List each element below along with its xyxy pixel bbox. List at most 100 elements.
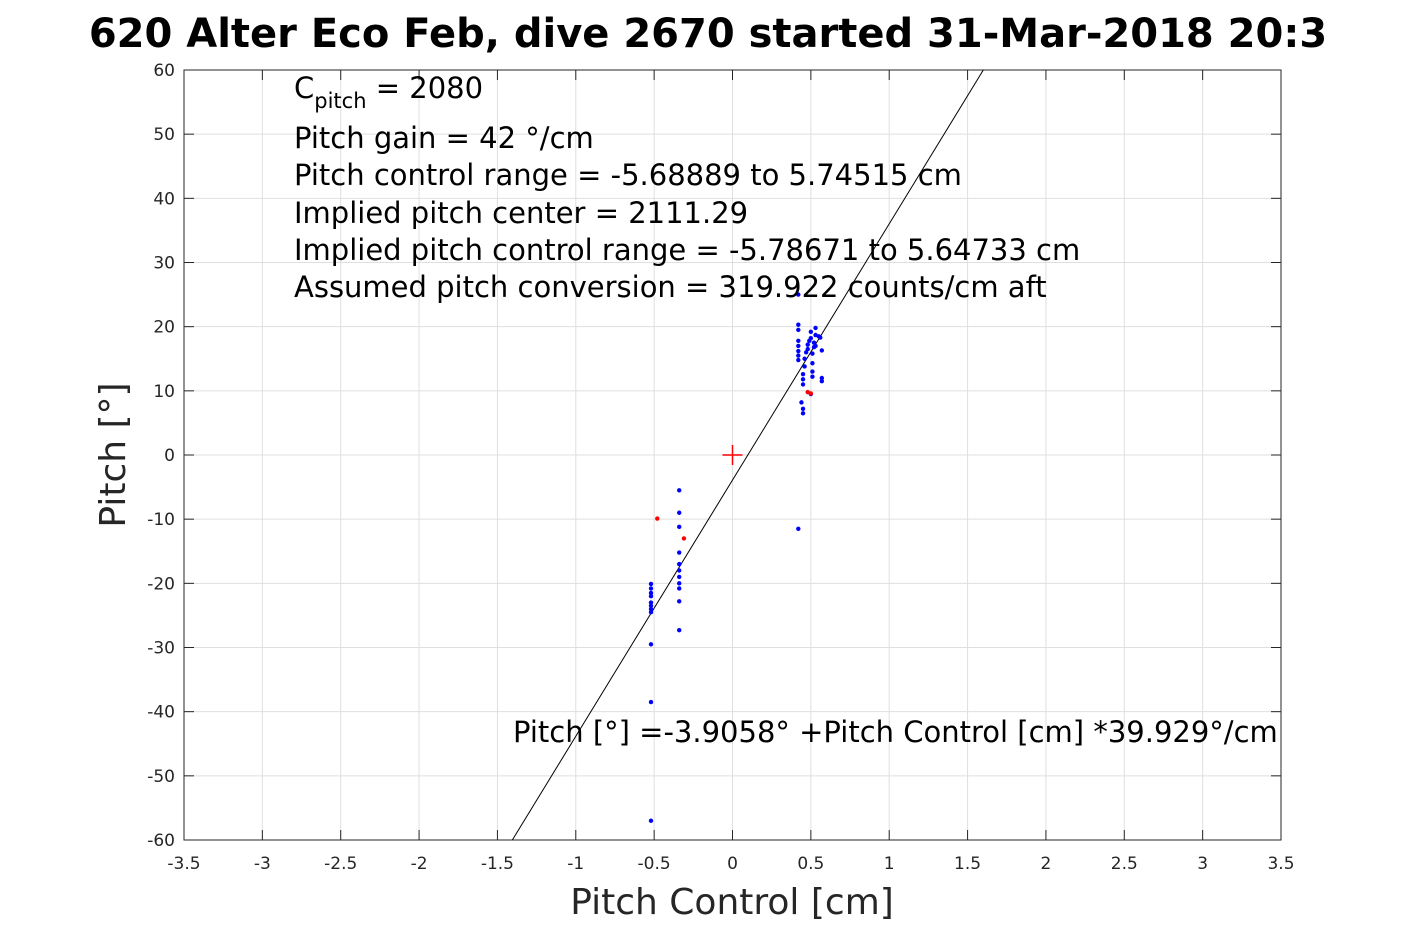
chart-title: 620 Alter Eco Feb, dive 2670 started 31-… bbox=[89, 11, 1327, 57]
y-tick-label: 10 bbox=[153, 382, 175, 402]
data-point bbox=[796, 322, 801, 327]
data-point bbox=[802, 364, 807, 369]
x-tick-label: -1 bbox=[567, 854, 584, 874]
data-point bbox=[810, 361, 815, 366]
data-point bbox=[677, 488, 682, 493]
x-tick-label: 3.5 bbox=[1267, 854, 1294, 874]
c-pitch-value: = 2080 bbox=[367, 71, 484, 105]
data-point bbox=[677, 581, 682, 586]
data-point bbox=[819, 348, 825, 353]
y-tick-labels: -60 -50 -40 -30 -20 -10 0 10 20 30 40 50 60 bbox=[147, 61, 175, 851]
data-point bbox=[648, 603, 654, 608]
c-pitch-annotation: Cpitch = 2080 bbox=[294, 71, 483, 113]
x-tick-label: -0.5 bbox=[638, 854, 671, 874]
data-point bbox=[805, 346, 810, 352]
data-point bbox=[648, 642, 654, 647]
x-tick-labels: -3.5 -3 -2.5 -2 -1.5 -1 -0.5 0 0.5 1 1.5 2 2.5 3 3.5 bbox=[167, 854, 1294, 874]
pitch-control-range-annotation: Pitch control range = -5.68889 to 5.7451… bbox=[294, 158, 962, 192]
implied-pitch-control-range-annotation: Implied pitch control range = -5.78671 t… bbox=[294, 233, 1080, 267]
data-point bbox=[819, 375, 825, 381]
data-point bbox=[800, 382, 806, 387]
data-point bbox=[677, 510, 682, 515]
data-point bbox=[796, 327, 801, 333]
data-point bbox=[796, 348, 801, 354]
x-tick-label: 3 bbox=[1197, 854, 1208, 874]
data-points bbox=[648, 292, 825, 823]
data-point bbox=[800, 377, 806, 382]
data-point bbox=[648, 606, 654, 612]
x-tick-label: -3 bbox=[254, 854, 271, 874]
data-point bbox=[677, 561, 682, 567]
data-point bbox=[796, 357, 801, 363]
y-tick-label: 40 bbox=[153, 189, 175, 209]
data-point bbox=[648, 586, 654, 591]
data-point bbox=[810, 369, 815, 374]
x-tick-label: -2.5 bbox=[324, 854, 357, 874]
data-point bbox=[796, 338, 801, 343]
implied-pitch-center-annotation: Implied pitch center = 2111.29 bbox=[294, 196, 748, 230]
x-axis-label: Pitch Control [cm] bbox=[570, 882, 894, 923]
data-point bbox=[818, 335, 823, 340]
y-tick-label: -10 bbox=[147, 510, 175, 530]
data-point bbox=[796, 353, 801, 358]
data-point bbox=[677, 599, 682, 604]
data-point bbox=[799, 400, 804, 405]
data-point bbox=[677, 627, 682, 633]
y-tick-label: 20 bbox=[153, 318, 175, 338]
data-point bbox=[648, 699, 654, 705]
y-tick-label: -40 bbox=[147, 703, 175, 723]
x-tick-label: -3.5 bbox=[167, 854, 200, 874]
x-tick-label: 0.5 bbox=[797, 854, 824, 874]
data-point bbox=[677, 524, 682, 530]
c-pitch-base: C bbox=[294, 71, 314, 105]
x-tick-label: -2 bbox=[411, 854, 428, 874]
fit-line-group bbox=[511, 69, 984, 841]
data-point bbox=[655, 516, 660, 521]
fit-equation-annotation: Pitch [°] =-3.9058° +Pitch Control [cm] … bbox=[513, 715, 1278, 749]
y-tick-label: -50 bbox=[147, 767, 175, 787]
data-point bbox=[648, 593, 654, 599]
data-point bbox=[810, 351, 815, 356]
data-point bbox=[800, 411, 806, 416]
data-point bbox=[805, 342, 810, 347]
data-point bbox=[802, 356, 807, 361]
data-point bbox=[648, 581, 654, 587]
pitch-gain-annotation: Pitch gain = 42 °/cm bbox=[294, 121, 594, 155]
data-point bbox=[808, 329, 814, 334]
fit-line bbox=[511, 69, 984, 841]
data-point bbox=[681, 536, 687, 541]
c-pitch-subscript: pitch bbox=[314, 89, 366, 113]
data-point bbox=[648, 600, 654, 605]
y-tick-label: -60 bbox=[147, 831, 175, 851]
data-point bbox=[677, 550, 682, 555]
data-point bbox=[796, 292, 801, 297]
data-point bbox=[648, 610, 654, 615]
data-point bbox=[819, 379, 825, 384]
data-point bbox=[808, 391, 814, 396]
y-tick-label: 50 bbox=[153, 125, 175, 145]
x-tick-label: 0 bbox=[727, 854, 738, 874]
y-tick-label: -20 bbox=[147, 574, 175, 594]
data-point bbox=[677, 574, 682, 580]
data-point bbox=[648, 818, 654, 823]
center-marker-group bbox=[722, 445, 743, 465]
grid bbox=[183, 69, 1282, 841]
assumed-pitch-conversion-annotation: Assumed pitch conversion = 319.922 count… bbox=[294, 270, 1047, 304]
data-point bbox=[813, 325, 818, 331]
data-point bbox=[677, 568, 682, 573]
data-point bbox=[677, 586, 682, 591]
x-tick-label: 2.5 bbox=[1111, 854, 1138, 874]
x-tick-label: 1 bbox=[884, 854, 895, 874]
data-point bbox=[800, 371, 806, 377]
axis-ticks bbox=[183, 69, 1282, 841]
y-axis-label: Pitch [°] bbox=[93, 382, 134, 527]
data-point bbox=[810, 374, 815, 379]
data-point bbox=[796, 343, 801, 349]
y-tick-label: -30 bbox=[147, 639, 175, 659]
y-tick-label: 30 bbox=[153, 254, 175, 274]
data-point bbox=[796, 526, 801, 531]
y-tick-label: 60 bbox=[153, 61, 175, 81]
data-point bbox=[648, 590, 654, 596]
